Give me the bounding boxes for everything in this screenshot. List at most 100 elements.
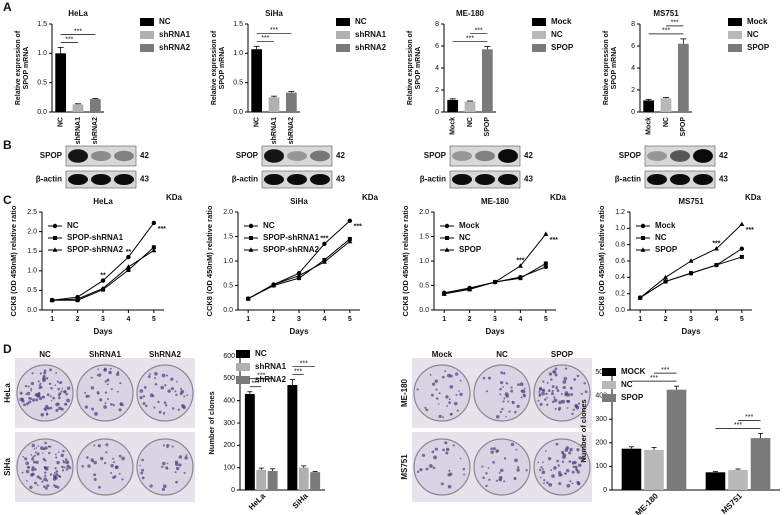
colony-column-label: ShRNA1	[89, 350, 122, 359]
colony-plate	[136, 364, 194, 422]
colony	[458, 390, 460, 392]
colony	[445, 447, 450, 452]
colony	[139, 395, 143, 400]
colony	[551, 389, 554, 392]
significance-label: ***	[320, 236, 328, 243]
colony	[49, 473, 53, 476]
y-tick-label: 4	[435, 65, 439, 72]
colony	[430, 393, 434, 397]
colony	[34, 481, 37, 485]
colony	[49, 395, 52, 398]
colony	[104, 402, 107, 405]
colony	[569, 447, 573, 452]
y-tick-label: 1.5	[37, 21, 47, 28]
colony	[500, 381, 504, 385]
legend-label: Mock	[747, 17, 768, 26]
x-tick-label: 1	[50, 316, 54, 323]
colony	[66, 386, 71, 390]
colony	[162, 484, 167, 489]
marker	[347, 238, 353, 244]
legend-swatch	[336, 18, 350, 26]
colony	[556, 389, 560, 392]
colony	[180, 387, 183, 390]
colony	[31, 443, 36, 448]
significance-label: ***	[712, 241, 720, 248]
marker	[739, 221, 745, 227]
y-axis-label: CCK8 (OD 450nM) relative ratio	[205, 205, 214, 316]
bar	[298, 467, 309, 490]
y-tick-label: 600	[223, 353, 235, 360]
colony	[485, 472, 488, 475]
y-tick-label: 2	[435, 87, 439, 94]
colony	[551, 385, 555, 388]
colony	[34, 467, 37, 471]
colony	[441, 375, 445, 379]
blot-size-label: 43	[140, 175, 149, 184]
colony	[507, 400, 510, 403]
colony	[485, 484, 488, 488]
panel-label: A	[3, 0, 12, 14]
colony	[546, 396, 549, 399]
colony	[555, 385, 558, 388]
bar	[481, 49, 493, 112]
colony	[514, 410, 517, 414]
colony	[28, 400, 32, 404]
colony	[58, 396, 61, 400]
colony	[93, 477, 97, 481]
marker	[52, 247, 58, 252]
colony	[97, 368, 100, 371]
colony	[30, 454, 33, 456]
y-tick-label: 4	[631, 65, 635, 72]
colony	[118, 408, 122, 412]
colony	[61, 465, 64, 469]
legend-swatch	[602, 394, 616, 402]
colony	[572, 408, 575, 411]
y-tick-label: 8	[631, 21, 635, 28]
colony	[38, 386, 42, 390]
colony	[175, 393, 178, 397]
colony	[48, 382, 52, 385]
colony	[40, 412, 44, 417]
panel-label: C	[3, 193, 12, 207]
colony	[565, 446, 569, 450]
legend-label: SPOP-shRNA1	[263, 233, 320, 242]
colony	[543, 482, 545, 485]
marker	[297, 276, 301, 281]
y-tick-label: 6	[631, 43, 635, 50]
colony	[38, 396, 43, 401]
colony	[553, 466, 557, 470]
colony	[506, 382, 509, 385]
colony	[143, 386, 147, 389]
marker	[640, 247, 646, 252]
marker	[441, 291, 447, 296]
legend-label: NC	[355, 17, 367, 26]
legend-label: NC	[459, 233, 471, 242]
colony	[516, 468, 520, 472]
colony	[485, 390, 488, 393]
colony	[141, 468, 145, 472]
y-tick-label: 100	[223, 465, 235, 472]
y-tick-label: 0.0	[27, 307, 37, 314]
colony	[174, 471, 177, 474]
marker	[322, 241, 327, 247]
marker	[543, 231, 549, 236]
colony	[554, 407, 557, 411]
colony	[174, 460, 179, 464]
colony	[432, 466, 436, 470]
marker	[543, 261, 548, 266]
colony	[56, 474, 59, 476]
colony-column-label: Mock	[432, 350, 453, 359]
colony	[583, 382, 586, 385]
colony	[61, 469, 65, 472]
colony	[517, 383, 520, 387]
blot-band	[693, 174, 713, 185]
significance-label: ***	[475, 27, 483, 34]
marker	[151, 220, 157, 226]
colony	[572, 465, 575, 469]
y-tick-label: 0.5	[419, 282, 429, 289]
colony	[416, 470, 420, 473]
colony	[554, 367, 558, 371]
y-tick-label: 500	[595, 369, 607, 376]
colony	[569, 480, 572, 483]
